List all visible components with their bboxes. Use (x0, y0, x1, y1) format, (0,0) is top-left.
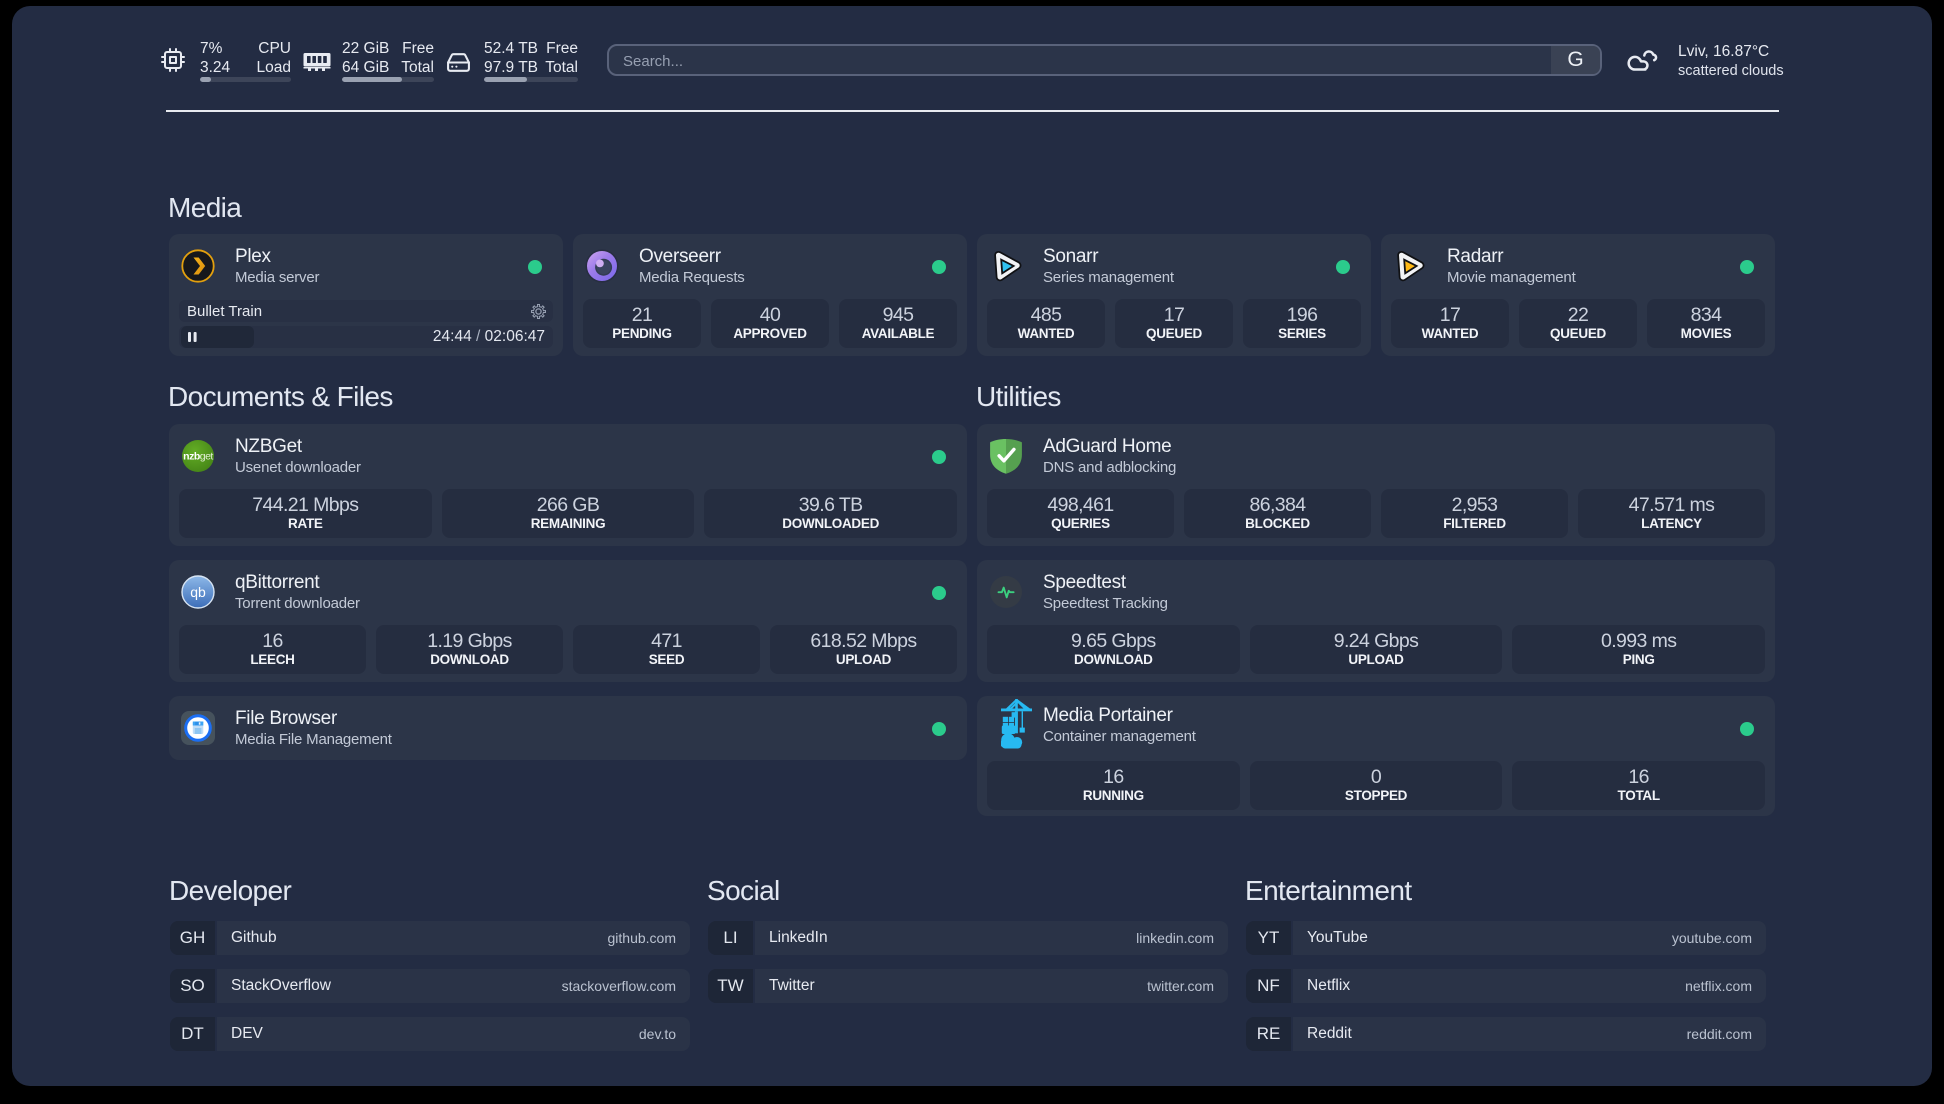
svg-text:qb: qb (190, 584, 206, 600)
svg-text:nzbget: nzbget (183, 451, 213, 463)
